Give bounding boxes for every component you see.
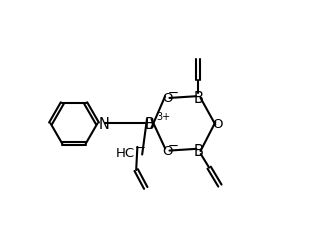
Text: N: N [98,117,109,132]
Text: B: B [193,91,203,106]
Text: B: B [193,144,203,159]
Text: HC: HC [116,147,135,160]
Text: B: B [144,117,154,132]
Text: −: − [135,142,146,155]
Text: −: − [168,140,179,153]
Text: 3+: 3+ [157,112,171,122]
Text: O: O [162,92,173,105]
Text: O: O [162,145,173,158]
Text: O: O [212,118,223,131]
Text: −: − [168,87,179,100]
